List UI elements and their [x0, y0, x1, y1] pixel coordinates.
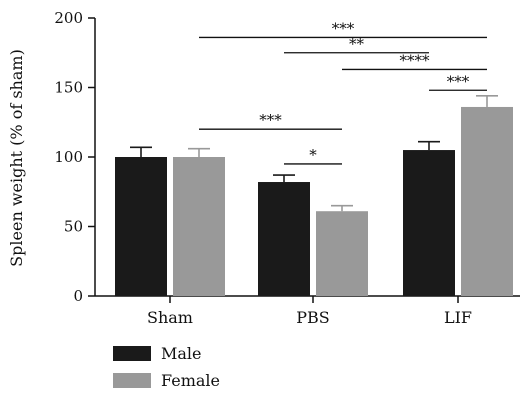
y-tick-label: 200: [54, 9, 83, 27]
bar: [316, 211, 368, 296]
significance-label: ***: [447, 72, 470, 90]
bar: [258, 182, 310, 296]
bar: [403, 150, 455, 296]
bar: [173, 157, 225, 296]
y-axis-label: Spleen weight (% of sham): [7, 49, 26, 267]
bar: [115, 157, 167, 296]
significance-label: ***: [332, 19, 355, 37]
y-tick-label: 150: [54, 79, 83, 97]
bars: [115, 95, 513, 297]
legend-swatch: [113, 346, 151, 361]
significance-label: *: [309, 146, 317, 164]
legend: Male Female: [113, 344, 220, 390]
y-axis-label-group: Spleen weight (% of sham): [7, 49, 26, 267]
y-tick-label: 50: [64, 218, 83, 236]
bar: [461, 106, 513, 297]
legend-label: Female: [161, 371, 220, 390]
significance-label: **: [349, 35, 365, 53]
y-tick-label: 0: [73, 287, 83, 305]
axes: 0 50 100 150 200 Sham PBS LIF: [54, 9, 520, 327]
significance-label: ***: [259, 111, 282, 129]
significance-label: ****: [400, 51, 431, 69]
legend-label: Male: [161, 344, 202, 363]
legend-swatch: [113, 373, 151, 388]
y-tick-label: 100: [54, 148, 83, 166]
x-tick-label: PBS: [296, 308, 329, 327]
x-tick-label: Sham: [147, 308, 193, 327]
significance-brackets: ****************: [199, 19, 487, 165]
x-tick-label: LIF: [444, 308, 472, 327]
